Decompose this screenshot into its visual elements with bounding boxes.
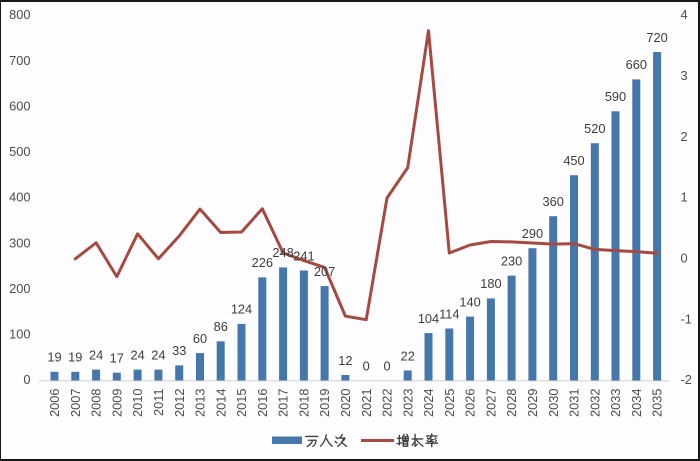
svg-text:520: 520 (584, 121, 605, 136)
svg-text:200: 200 (9, 281, 30, 296)
svg-text:360: 360 (543, 194, 564, 209)
svg-text:3: 3 (681, 68, 688, 83)
svg-text:700: 700 (9, 53, 30, 68)
svg-text:230: 230 (501, 253, 522, 268)
svg-text:600: 600 (9, 99, 30, 114)
svg-text:2013: 2013 (193, 389, 208, 417)
svg-text:2018: 2018 (297, 389, 312, 417)
svg-text:2026: 2026 (463, 389, 478, 417)
svg-text:104: 104 (418, 311, 439, 326)
svg-text:800: 800 (9, 7, 30, 22)
svg-text:2016: 2016 (255, 389, 270, 417)
svg-text:24: 24 (130, 347, 144, 362)
svg-text:2014: 2014 (213, 389, 228, 417)
svg-text:2: 2 (681, 129, 688, 144)
svg-text:590: 590 (605, 89, 626, 104)
svg-text:2012: 2012 (172, 389, 187, 417)
svg-text:2010: 2010 (130, 389, 145, 417)
svg-text:1: 1 (681, 190, 688, 205)
svg-text:2022: 2022 (380, 389, 395, 417)
svg-text:2028: 2028 (504, 389, 519, 417)
svg-text:4: 4 (681, 7, 688, 22)
svg-text:22: 22 (401, 348, 415, 363)
svg-text:290: 290 (522, 226, 543, 241)
svg-text:19: 19 (47, 350, 61, 365)
svg-text:12: 12 (338, 353, 352, 368)
svg-text:400: 400 (9, 190, 30, 205)
svg-text:17: 17 (110, 351, 124, 366)
svg-text:2008: 2008 (89, 389, 104, 417)
svg-text:2030: 2030 (546, 389, 561, 417)
svg-text:241: 241 (293, 248, 314, 263)
svg-text:0: 0 (383, 358, 390, 373)
svg-text:140: 140 (459, 294, 480, 309)
svg-text:248: 248 (272, 245, 293, 260)
svg-text:2017: 2017 (276, 389, 291, 417)
svg-text:0: 0 (681, 251, 688, 266)
svg-text:300: 300 (9, 235, 30, 250)
svg-text:-2: -2 (681, 372, 692, 387)
svg-text:114: 114 (439, 306, 459, 321)
svg-text:660: 660 (626, 57, 647, 72)
svg-text:720: 720 (646, 30, 667, 45)
svg-text:2009: 2009 (109, 389, 124, 417)
svg-text:180: 180 (480, 276, 501, 291)
svg-text:0: 0 (363, 358, 370, 373)
svg-text:60: 60 (193, 331, 207, 346)
svg-text:2015: 2015 (234, 389, 249, 417)
svg-text:124: 124 (231, 302, 252, 317)
svg-text:207: 207 (314, 264, 335, 279)
svg-text:2032: 2032 (587, 389, 602, 417)
svg-text:2019: 2019 (317, 389, 332, 417)
svg-text:33: 33 (172, 343, 186, 358)
svg-text:226: 226 (252, 255, 273, 270)
svg-text:2035: 2035 (650, 389, 665, 417)
svg-text:2029: 2029 (525, 389, 540, 417)
svg-text:-1: -1 (681, 311, 692, 326)
svg-text:2021: 2021 (359, 389, 374, 417)
svg-text:2011: 2011 (151, 389, 166, 417)
svg-text:19: 19 (68, 350, 82, 365)
svg-text:2027: 2027 (484, 389, 499, 417)
svg-text:100: 100 (9, 327, 30, 342)
svg-text:86: 86 (214, 319, 228, 334)
svg-text:2025: 2025 (442, 389, 457, 417)
svg-text:2006: 2006 (47, 389, 62, 417)
svg-text:2031: 2031 (567, 389, 582, 417)
svg-text:2007: 2007 (68, 389, 83, 417)
svg-text:2023: 2023 (400, 389, 415, 417)
svg-text:450: 450 (563, 153, 584, 168)
svg-text:2024: 2024 (421, 389, 436, 417)
svg-text:2033: 2033 (608, 389, 623, 417)
svg-text:2034: 2034 (629, 389, 644, 417)
svg-text:2020: 2020 (338, 389, 353, 417)
svg-text:0: 0 (23, 372, 30, 387)
svg-text:24: 24 (89, 347, 103, 362)
svg-text:24: 24 (151, 347, 165, 362)
svg-text:500: 500 (9, 144, 30, 159)
